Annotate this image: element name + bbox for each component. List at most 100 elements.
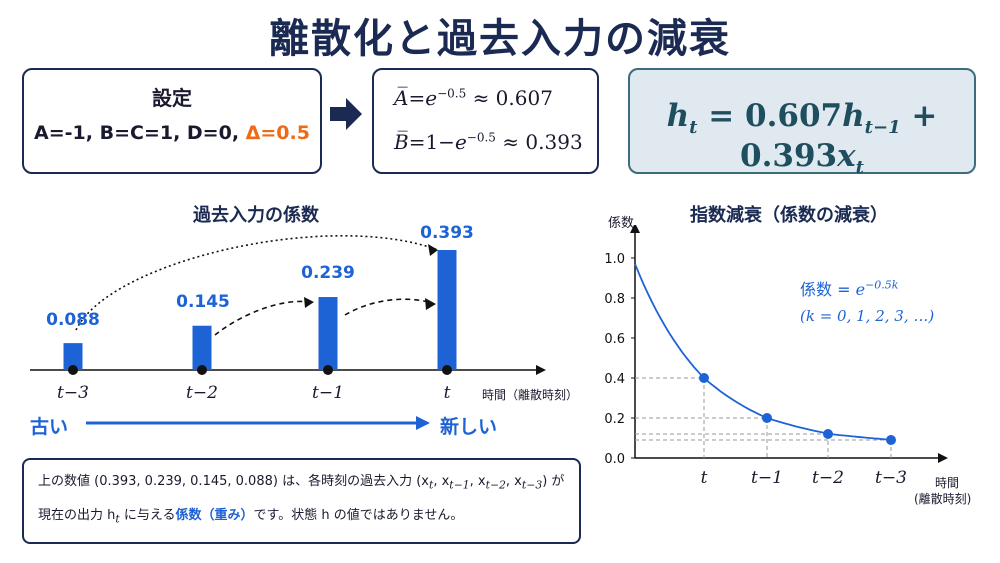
bar-tick-label: t−1 bbox=[312, 383, 344, 403]
bar-value-label: 0.239 bbox=[301, 263, 355, 283]
decay-y-axis-label: 係数 bbox=[608, 216, 635, 231]
eq-x-sub: t bbox=[855, 157, 864, 179]
decay-point bbox=[699, 373, 709, 383]
decay-x-axis-arrow-icon bbox=[938, 453, 948, 463]
bar-axis-note: 時間（離散時刻） bbox=[482, 388, 579, 402]
arc-t2-arrowhead-icon bbox=[304, 297, 314, 308]
arc-t3-to-t bbox=[75, 234, 439, 331]
note-sub: t−3 bbox=[521, 478, 543, 492]
bar-chart-title: 過去入力の係数 bbox=[193, 205, 319, 226]
a-bar-approx: ≈ 0.607 bbox=[472, 86, 553, 110]
decay-formula-exponent: −0.5k bbox=[865, 278, 899, 292]
decay-y-tick-label: 0.8 bbox=[604, 292, 625, 307]
decay-point bbox=[886, 435, 896, 445]
bar-value-label: 0.088 bbox=[46, 310, 100, 330]
note-sub: t−1 bbox=[449, 478, 470, 492]
b-bar-equation: B̅=1−e−0.5 ≈ 0.393 bbox=[394, 130, 583, 154]
settings-delta: Δ=0.5 bbox=[245, 122, 310, 144]
decay-tick-label: t−3 bbox=[875, 468, 907, 488]
decay-formula: 係数 = e−0.5k bbox=[800, 276, 898, 300]
bar-chart bbox=[30, 234, 546, 375]
bar-2 bbox=[318, 297, 338, 370]
a-bar-exponent: −0.5 bbox=[437, 86, 467, 101]
settings-header: 設定 bbox=[152, 86, 192, 110]
bar-axis-arrow-icon bbox=[536, 365, 546, 375]
bar-3 bbox=[437, 250, 457, 370]
decay-chart: 0.0 0.2 0.4 0.6 0.8 1.0 bbox=[604, 225, 948, 467]
explanation-note: 上の数値 (0.393, 0.239, 0.145, 0.088) は、各時刻の… bbox=[22, 458, 581, 544]
decay-point bbox=[823, 429, 833, 439]
eq-plus: + 0.393 bbox=[740, 98, 938, 175]
decay-y-tick-label: 0.6 bbox=[604, 332, 625, 347]
bar-tick-dot bbox=[323, 365, 333, 375]
decay-tick-label: t bbox=[700, 468, 708, 488]
b-bar-exponent: −0.5 bbox=[466, 130, 496, 145]
settings-box: 設定 A=-1, B=C=1, D=0, Δ=0.5 bbox=[22, 68, 322, 174]
bar-1 bbox=[192, 325, 212, 370]
note-sub: t−2 bbox=[485, 478, 506, 492]
note-line-1: 上の数値 (0.393, 0.239, 0.145, 0.088) は、各時刻の… bbox=[38, 468, 564, 500]
bar-tick-label: t−2 bbox=[186, 383, 218, 403]
discretized-box: A̅=e−0.5 ≈ 0.607 B̅=1−e−0.5 ≈ 0.393 bbox=[372, 68, 599, 174]
b-bar-eq-sign: =1− bbox=[408, 130, 455, 154]
eq-mid: = 0.607 bbox=[697, 98, 843, 134]
note-sub: t bbox=[115, 512, 120, 526]
old-to-new-arrow-icon bbox=[86, 416, 430, 430]
note-text: ) が bbox=[542, 474, 565, 489]
page-title: 離散化と過去入力の減衰 bbox=[269, 16, 731, 62]
old-label: 古い bbox=[30, 416, 69, 438]
eq-x: x bbox=[837, 138, 856, 175]
b-bar-symbol: B̅ bbox=[394, 130, 409, 154]
note-highlight: 係数（重み） bbox=[175, 508, 254, 523]
decay-y-tick-label: 0.0 bbox=[604, 452, 625, 467]
bar-tick-dot bbox=[442, 365, 452, 375]
bar-tick-dot bbox=[197, 365, 207, 375]
arc-t2-to-t1 bbox=[214, 300, 311, 336]
arc-t1-arrowhead-icon bbox=[425, 298, 436, 310]
decay-tick-label: t−1 bbox=[751, 468, 783, 488]
decay-y-tick-label: 1.0 bbox=[604, 252, 625, 267]
note-text: 現在の出力 h bbox=[38, 508, 116, 523]
arc-t3-arrowhead-icon bbox=[428, 244, 438, 256]
bar-tick-label: t bbox=[443, 383, 451, 403]
decay-tick-label: t−2 bbox=[812, 468, 844, 488]
decay-formula-k-range: (k = 0, 1, 2, 3, …) bbox=[800, 307, 935, 325]
decay-point bbox=[762, 413, 772, 423]
bar-0 bbox=[63, 343, 83, 370]
a-bar-equation: A̅=e−0.5 ≈ 0.607 bbox=[394, 86, 553, 110]
update-equation-box: ht = 0.607ht−1 + 0.393xt bbox=[628, 68, 976, 178]
decay-y-tick-label: 0.2 bbox=[604, 412, 625, 427]
bar-value-label: 0.393 bbox=[420, 223, 474, 243]
bar-tick-label: t−3 bbox=[57, 383, 89, 403]
decay-x-axis-label: 時間 bbox=[935, 476, 960, 490]
update-equation: ht = 0.607ht−1 + 0.393xt bbox=[666, 98, 938, 179]
decay-y-tick-label: 0.4 bbox=[604, 372, 625, 387]
note-text: 上の数値 (0.393, 0.239, 0.145, 0.088) は、各時刻の… bbox=[38, 474, 429, 489]
decay-formula-range: (k = 0, 1, 2, 3, …) bbox=[800, 307, 934, 325]
right-arrow-icon bbox=[330, 98, 362, 130]
note-line-2: 現在の出力 ht に与える係数（重み）です。状態 h の値ではありません。 bbox=[38, 502, 463, 534]
bar-value-label: 0.145 bbox=[176, 292, 230, 312]
b-bar-approx: ≈ 0.393 bbox=[502, 130, 583, 154]
decay-y-axis-arrow-icon bbox=[630, 225, 640, 233]
note-sub: t bbox=[428, 478, 434, 492]
decay-x-axis-sublabel: (離散時刻) bbox=[914, 492, 972, 506]
decay-chart-title: 指数減衰（係数の減衰） bbox=[690, 205, 888, 226]
eq-h-sub: t bbox=[689, 117, 698, 139]
note-text: , x bbox=[469, 474, 486, 489]
bar-tick-dot bbox=[68, 365, 78, 375]
note-text: , x bbox=[505, 474, 522, 489]
a-bar-symbol: A̅ bbox=[394, 86, 409, 110]
eq-h: h bbox=[666, 98, 690, 134]
settings-values: A=-1, B=C=1, D=0, Δ=0.5 bbox=[24, 122, 320, 144]
new-label: 新しい bbox=[440, 416, 498, 438]
a-bar-eq-sign: = bbox=[408, 86, 426, 110]
settings-params: A=-1, B=C=1, D=0, bbox=[34, 122, 246, 144]
arc-t1-to-t bbox=[344, 298, 433, 316]
note-text: です。状態 h の値ではありません。 bbox=[253, 508, 464, 523]
eq-h-prev-sub: t−1 bbox=[864, 117, 901, 139]
decay-formula-e: e bbox=[855, 280, 866, 299]
decay-formula-label: 係数 = bbox=[800, 280, 851, 299]
note-text: , x bbox=[433, 474, 450, 489]
note-text: に与える bbox=[119, 508, 176, 523]
